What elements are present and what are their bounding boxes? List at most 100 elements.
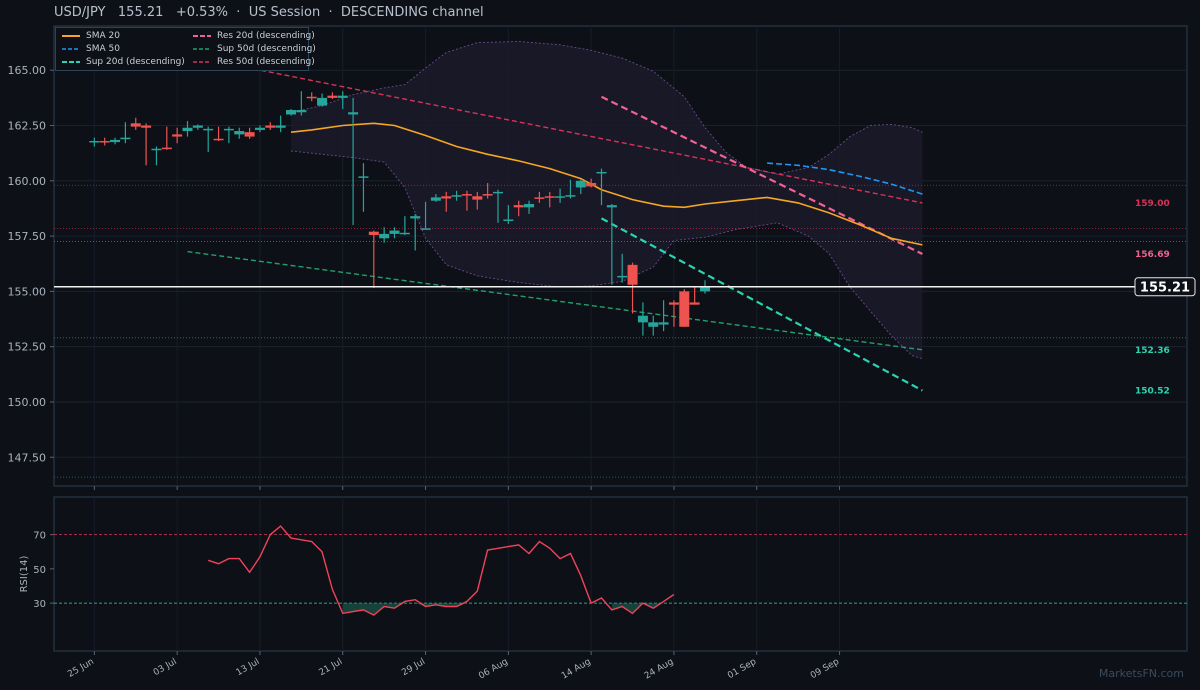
rsi-axis-label: RSI(14) [19, 556, 30, 593]
candle-body [627, 264, 638, 285]
header-symbol: USD/JPY [54, 5, 106, 20]
legend-res50-label: Res 50d (descending) [217, 57, 315, 67]
bollinger-upper-line [290, 41, 923, 175]
candle-body [544, 196, 555, 198]
candle-body [441, 196, 452, 199]
header-price: 155.21 [117, 5, 164, 20]
header-channel: DESCENDING channel [340, 5, 484, 20]
candle-body [368, 231, 379, 235]
candle-body [265, 125, 276, 128]
candle-body [648, 322, 659, 327]
candle-body [110, 139, 121, 143]
level-label: 159.00 [1135, 199, 1170, 209]
candle-body [151, 148, 162, 151]
candle-body [317, 97, 328, 106]
price-y-tick-label: 157.50 [8, 230, 47, 243]
candle-body [513, 205, 524, 208]
price-y-tick-label: 147.50 [8, 451, 47, 464]
candle-body [389, 230, 400, 234]
candle-body [223, 128, 234, 131]
legend-sup20: Sup 20d (descending) [62, 56, 185, 68]
candle-body [244, 132, 255, 137]
candle-body [234, 131, 245, 135]
legend-sup50: Sup 50d (descending) [193, 43, 316, 55]
chart-legend: SMA 20 SMA 50 Sup 20d (descending) Res 2… [55, 27, 316, 71]
legend-res50: Res 50d (descending) [193, 56, 315, 68]
candle-body [503, 219, 514, 222]
candle-body [203, 128, 214, 131]
price-y-tick-label: 165.00 [8, 64, 47, 77]
sup20-trendline [600, 217, 923, 392]
candle-body [637, 315, 648, 323]
candle-body [679, 291, 690, 327]
price-y-tick-label: 160.00 [8, 175, 47, 188]
candle-body [617, 275, 628, 278]
x-tick-label: 24 Aug [643, 657, 676, 682]
candle-body [141, 125, 152, 128]
price-y-tick-label: 155.00 [8, 285, 47, 298]
legend-res20-label: Res 20d (descending) [217, 31, 315, 41]
candle-body [700, 286, 710, 292]
candle-body [89, 141, 100, 143]
rsi-y-tick-label: 30 [33, 599, 46, 610]
level-label: 150.52 [1135, 386, 1170, 396]
candle-body [482, 194, 493, 196]
x-tick-label: 29 Jul [400, 657, 427, 678]
current-price-box [1134, 277, 1196, 297]
rsi-y-tick-label: 70 [33, 531, 46, 542]
candle-body [337, 95, 348, 98]
rsi-y-tick-label: 50 [33, 565, 46, 576]
x-tick-label: 03 Jul [152, 657, 179, 678]
candle-body [586, 183, 597, 187]
candle-body [286, 110, 296, 115]
candle-body [606, 205, 617, 208]
candle-body [565, 195, 576, 197]
x-tick-label: 09 Sep [809, 657, 841, 681]
sma50-line [767, 162, 923, 195]
res20-trendline [601, 95, 923, 255]
candle-body [99, 141, 110, 143]
header-change: +0.53% [175, 5, 229, 20]
candle-body [379, 233, 390, 239]
sup50-trendline [187, 250, 923, 351]
bollinger-band-fill [291, 41, 923, 359]
x-tick-label: 13 Jul [235, 657, 262, 678]
candle-body [596, 171, 607, 174]
chart-header: USD/JPY 155.21 +0.53% · US Session · DES… [54, 5, 484, 20]
price-y-tick-label: 152.50 [8, 341, 47, 354]
res50-trendline [166, 50, 923, 204]
candle-body [120, 137, 131, 140]
legend-sma20-label: SMA 20 [86, 31, 120, 41]
rsi-oversold-fill [342, 603, 467, 616]
x-tick-label: 25 Jun [66, 657, 96, 680]
legend-res20: Res 20d (descending) [193, 30, 315, 42]
legend-sup20-label: Sup 20d (descending) [86, 57, 185, 67]
bollinger-lower-line [290, 150, 923, 360]
header-session: US Session [248, 5, 321, 20]
candle-body [430, 197, 441, 201]
level-label: 152.36 [1135, 346, 1170, 356]
level-label: 156.69 [1135, 250, 1170, 260]
candle-body [161, 147, 172, 150]
candle-body [534, 197, 545, 199]
candle-body [254, 127, 265, 130]
candle-body [451, 195, 462, 197]
candle-body [358, 176, 369, 178]
watermark: MarketsFN.com [1098, 667, 1184, 680]
x-tick-label: 14 Aug [560, 657, 593, 682]
candle-body [410, 216, 421, 219]
legend-sup50-label: Sup 50d (descending) [217, 44, 316, 54]
x-tick-label: 21 Jul [317, 657, 344, 678]
candle-body [275, 125, 286, 128]
candle-body [296, 110, 307, 113]
candle-body [658, 322, 669, 325]
rsi-oversold-fill [611, 603, 664, 614]
candle-body [555, 196, 566, 198]
candle-body [213, 138, 224, 141]
rsi-panel-frame [53, 496, 1188, 652]
legend-sma50-label: SMA 50 [86, 44, 120, 54]
candle-body [348, 112, 359, 115]
legend-sma20: SMA 20 [62, 30, 120, 42]
